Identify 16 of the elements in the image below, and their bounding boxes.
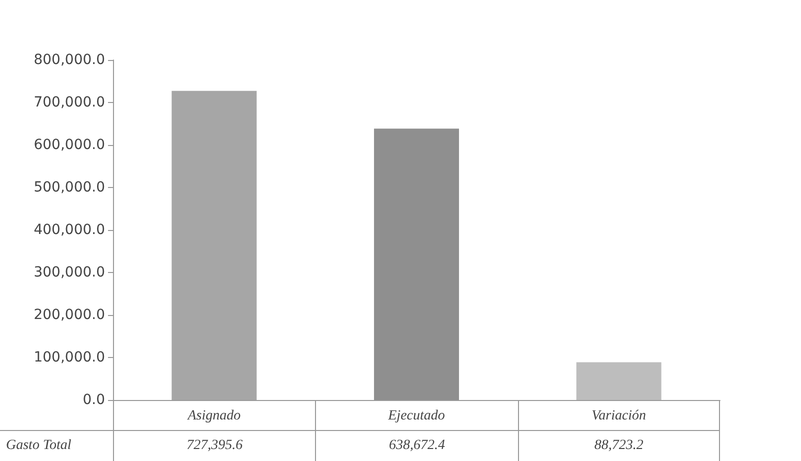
y-tick-label: 800,000.0 — [34, 52, 105, 68]
x-tick-label: Variación — [592, 408, 646, 424]
y-tick-label: 700,000.0 — [34, 94, 105, 110]
data-label: 727,395.6 — [113, 431, 316, 461]
y-tick-label: 100,000.0 — [34, 350, 105, 366]
y-tick-label: 200,000.0 — [34, 307, 105, 323]
data-label: 638,672.4 — [315, 431, 518, 461]
y-tick-label: 400,000.0 — [34, 222, 105, 238]
x-tick-label: Asignado — [186, 408, 241, 424]
y-tick-label: 500,000.0 — [34, 180, 105, 196]
data-label: 88,723.2 — [518, 431, 720, 461]
text: Gasto Total — [5, 437, 72, 455]
y-tick-label: 0.0 — [82, 392, 105, 408]
y-tick-label: 300,000.0 — [34, 264, 105, 280]
x-tick-label: Ejecutado — [387, 408, 445, 424]
y-tick-label: 600,000.0 — [34, 137, 105, 153]
